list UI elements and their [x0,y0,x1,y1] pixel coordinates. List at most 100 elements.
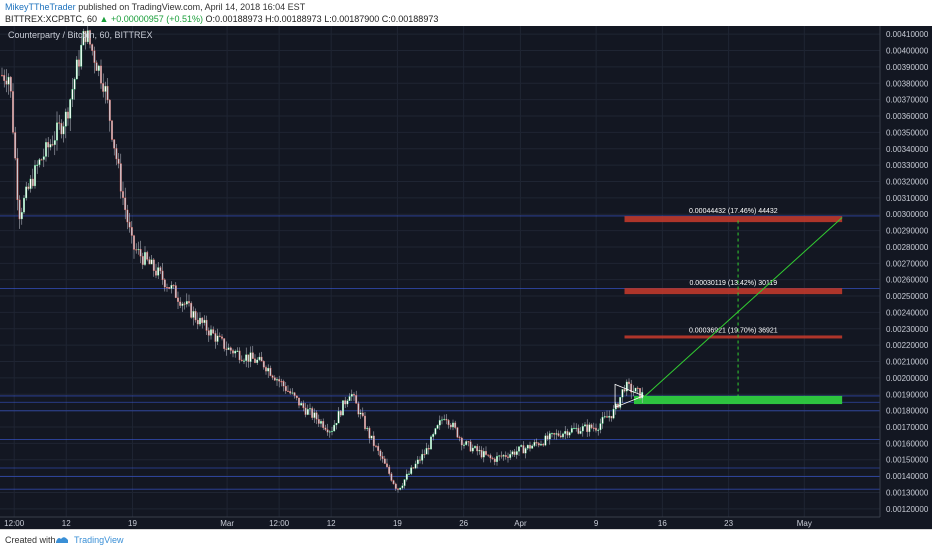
candle-body [60,123,63,135]
candle-body [89,30,91,45]
author-link[interactable]: MikeyTTheTrader [5,2,76,12]
candle-body [441,419,443,421]
y-tick-label: 0.00230000 [886,325,929,334]
candle-body [377,445,380,451]
candle-body [225,348,228,350]
footer: Created with TradingView [0,529,932,551]
candle-body [588,424,591,433]
candle-body [29,178,32,189]
candle-body [221,336,223,339]
y-tick-label: 0.00330000 [886,161,929,170]
candle-body [260,356,263,362]
tradingview-brand[interactable]: TradingView [74,535,124,545]
candle-body [40,159,43,161]
candle-body [157,267,160,276]
candle-body [236,350,239,352]
candle-body [5,80,8,85]
candle-body [295,395,298,399]
candle-body [306,409,309,415]
candle-body [205,319,208,331]
candle-body [535,442,538,444]
candle-body [412,467,415,469]
candle-body [73,78,76,90]
y-tick-label: 0.00280000 [886,243,929,252]
candle-body [421,453,424,461]
target-label: 0.00044432 (17.46%) 44432 [689,208,778,215]
candle-body [603,416,606,418]
candle-body [480,449,483,458]
candle-body [581,426,584,432]
candle-body [487,454,490,456]
candle-body [601,416,604,424]
chart-title: Counterparty / Bitcoin, 60, BITTREX [8,30,153,40]
y-tick-label: 0.00410000 [886,30,929,39]
triangle-pattern [614,383,645,408]
candle-body [630,383,633,393]
candle-body [416,459,419,465]
candle-body [449,424,452,428]
candle-body [628,381,630,385]
candle-body [227,347,230,350]
candle-body [262,361,265,368]
candle-body [313,412,316,418]
candle-body [56,122,58,141]
candle-body [271,375,274,378]
candle-body [590,424,593,429]
candle-body [298,397,300,406]
candle-body [489,455,492,459]
candle-body [372,435,375,447]
candle-body [335,422,338,426]
candle-body [207,330,210,336]
candle-body [348,396,351,401]
price-chart[interactable]: 0.002989340.002545820.001889730.00185108… [0,26,932,529]
candle-body [379,450,382,457]
candle-body [579,430,582,434]
tradingview-logo-icon [56,537,68,543]
candle-body [434,428,437,435]
candle-body [269,367,272,376]
candle-body [128,221,131,228]
open-label: O:0.00188973 [205,14,263,24]
x-tick-label: 12 [327,519,336,528]
candle-body [482,451,485,458]
candle-body [23,197,25,213]
candle-body [104,85,107,92]
candle-body [126,209,129,223]
candle-body [229,347,232,351]
candle-body [456,427,459,438]
candle-body [568,432,571,436]
candle-body [58,122,61,124]
candle-body [570,428,573,433]
close-label: C:0.00188973 [381,14,439,24]
candle-body [62,126,65,135]
candlestick-series [1,26,644,493]
candle-body [566,431,569,436]
candle-body [317,419,320,424]
candle-body [526,444,529,449]
candle-body [518,446,520,452]
candle-body [355,395,358,404]
y-tick-label: 0.00290000 [886,227,929,236]
candle-body [562,433,564,438]
candle-body [496,456,498,463]
target-box [624,335,843,339]
candle-body [634,387,637,392]
y-tick-label: 0.00400000 [886,47,929,56]
candle-body [511,451,514,455]
candle-body [146,252,149,260]
candle-body [553,433,556,435]
chart-area[interactable]: 0.002989340.002545820.001889730.00185108… [0,26,932,529]
candle-body [14,132,17,159]
candle-body [309,408,311,410]
candle-body [122,191,124,198]
candle-body [436,425,439,429]
y-tick-label: 0.00240000 [886,308,929,317]
candle-body [322,420,325,428]
candle-body [619,397,622,408]
candle-body [399,487,402,490]
target-label: 0.00036921 (19.70%) 36921 [689,327,778,334]
y-tick-label: 0.00220000 [886,341,929,350]
candle-body [82,30,85,46]
candle-body [291,392,294,394]
candle-body [548,433,551,440]
